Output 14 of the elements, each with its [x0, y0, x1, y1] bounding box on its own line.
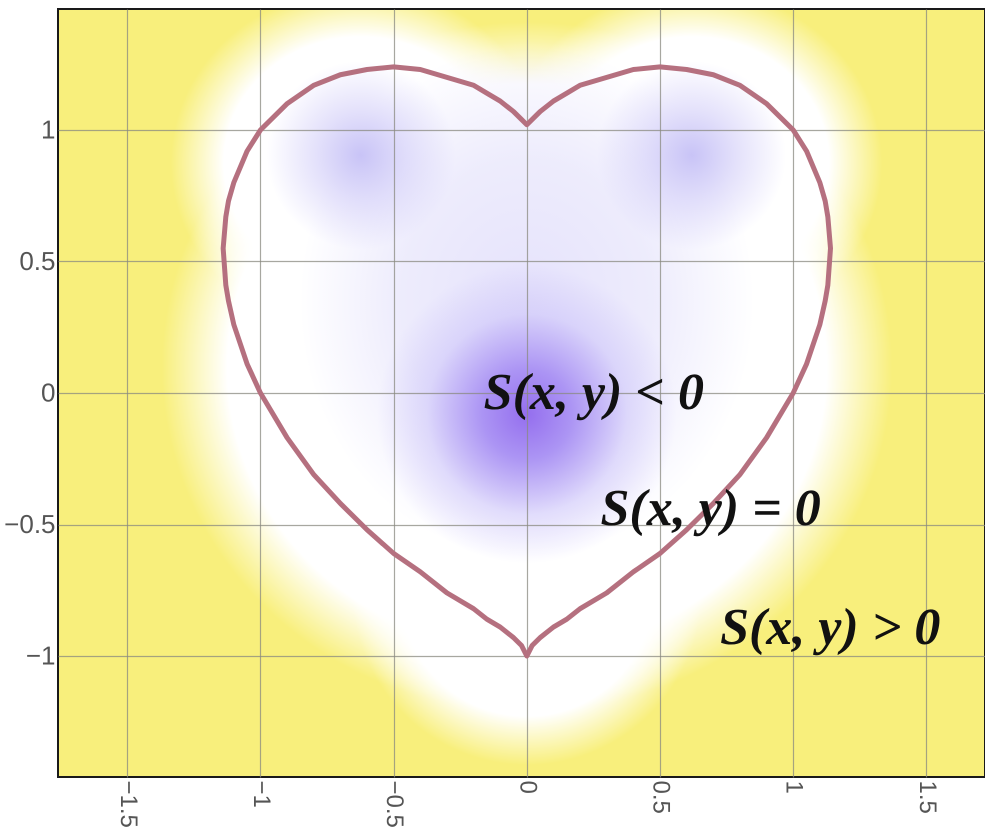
y-tick-label: 0 — [41, 378, 56, 408]
x-tick-label: 1 — [780, 780, 808, 794]
x-tick-label: 1.5 — [914, 780, 941, 814]
y-tick-label: 0.5 — [19, 246, 56, 276]
x-tick-label: 0 — [514, 780, 542, 794]
annotation: S(x, y) > 0 — [720, 599, 940, 656]
x-tick-label: −1 — [248, 780, 275, 808]
y-tick-label: 1 — [41, 114, 56, 144]
y-tick-label: −0.5 — [4, 509, 56, 540]
annotation: S(x, y) < 0 — [484, 364, 704, 421]
y-tick-label: −1 — [26, 640, 56, 671]
x-tick-label: 0.5 — [648, 780, 675, 814]
x-tick-label: −1.5 — [114, 780, 142, 828]
x-tick-label: −0.5 — [381, 780, 408, 828]
